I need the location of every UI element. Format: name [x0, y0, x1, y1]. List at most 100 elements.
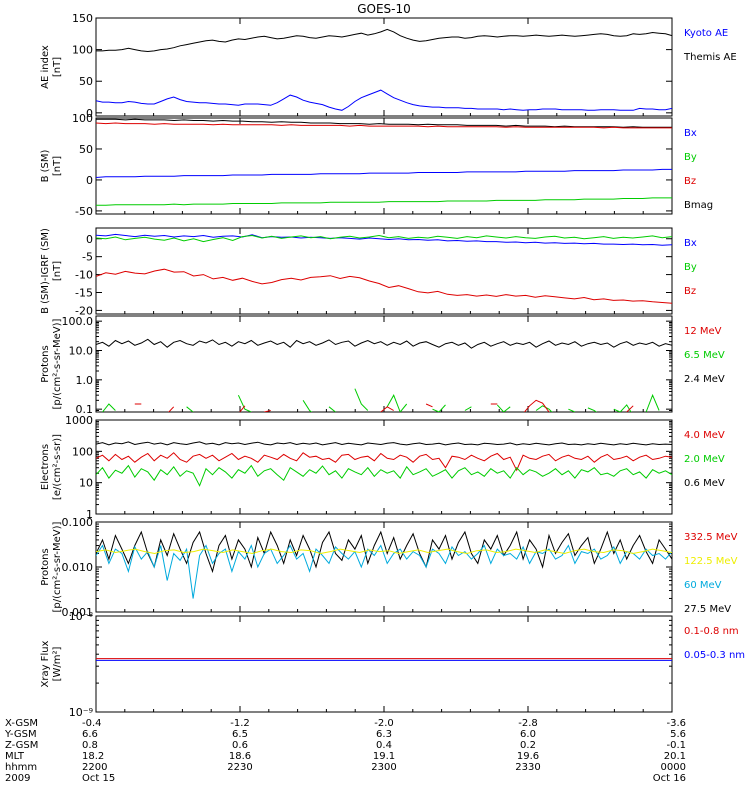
y-axis-label: AE index: [40, 45, 51, 89]
panel-protons_low: 0.1 1.0 10.0 100.0 Protons [p/(cm²-s-sr-MeV)]…: [40, 315, 725, 416]
y-axis-label: Protons: [40, 345, 51, 382]
series-line-electrons-0: [96, 441, 672, 446]
y-tick-label: 0.100: [62, 516, 94, 529]
time-row-value: 0000: [661, 762, 686, 773]
y-axis-label: [e/(cm²-s-sr)]: [52, 434, 63, 500]
panel-frame: [95, 615, 673, 713]
time-row-value: 6.3: [376, 729, 392, 740]
y-axis-label: [W/m²]: [52, 646, 63, 681]
y-axis-label: [nT]: [52, 261, 63, 281]
legend-entry: 0.1-0.8 nm: [684, 626, 739, 637]
legend-entry: 4.0 MeV: [684, 430, 725, 441]
legend-entry: 60 MeV: [684, 580, 722, 591]
time-row-value: 19.6: [517, 751, 539, 762]
time-row-value: 2200: [82, 762, 107, 773]
time-row-value: -1.2: [230, 718, 250, 729]
time-row-value: 2230: [227, 762, 252, 773]
y-tick-label: 10⁻⁹: [69, 706, 93, 719]
y-tick-label: 10⁻⁸: [69, 610, 94, 623]
series-group: [96, 338, 672, 412]
series-line-bsm-1: [96, 122, 672, 129]
y-axis-label: [nT]: [52, 156, 63, 176]
time-row-label: Y-GSM: [4, 729, 37, 740]
series-group: [96, 28, 672, 111]
y-axis-label: Xray Flux: [40, 640, 51, 687]
panel-bigrf: 0 -5 -10 -15 -20 B (SM)-IGRF (SM) [nT] Bx By Bz: [40, 227, 697, 317]
y-tick-label: -15: [75, 287, 93, 300]
time-row-value: -3.6: [666, 718, 686, 729]
y-tick-label: 0: [86, 107, 93, 120]
y-axis-label: [p/(cm²-s-sr-MeV)]: [52, 521, 63, 612]
time-row-value: -2.0: [374, 718, 394, 729]
time-row-value: 0.4: [376, 740, 392, 751]
time-row-value: 0.2: [520, 740, 536, 751]
y-tick-label: 0.010: [62, 561, 94, 574]
legend-entry: 6.5 MeV: [684, 350, 725, 361]
legend-entry: 2.4 MeV: [684, 374, 725, 385]
time-row-label: hhmm: [5, 762, 37, 773]
legend-entry: 27.5 MeV: [684, 604, 731, 615]
y-tick-label: 10: [79, 477, 93, 490]
y-axis-label: B (SM)-IGRF (SM): [40, 228, 51, 314]
time-row-value: 6.5: [232, 729, 248, 740]
legend-entry: 2.0 MeV: [684, 454, 725, 465]
y-tick-label: 10.0: [69, 344, 94, 357]
series-line-electrons-2: [96, 464, 672, 487]
time-row-value: 6.0: [520, 729, 536, 740]
series-line-bsm-0: [96, 118, 672, 128]
time-row-label: 2009: [5, 773, 30, 784]
legend-entry: 122.5 MeV: [684, 556, 738, 567]
chart-title: GOES-10: [357, 2, 411, 16]
legend-entry: 332.5 MeV: [684, 532, 738, 543]
series-line-electrons-1: [96, 452, 672, 472]
legend-entry: Bz: [684, 176, 696, 187]
series-line-bigrf-2: [96, 268, 672, 304]
time-row-value: 19.1: [373, 751, 395, 762]
y-tick-label: 0: [86, 233, 93, 246]
panel-frame: [95, 419, 673, 515]
series-line-bigrf-0: [96, 233, 672, 246]
time-row-value: -0.4: [82, 718, 102, 729]
legend-entry: 12 MeV: [684, 326, 722, 337]
time-row-label: MLT: [5, 751, 25, 762]
y-axis-label: Electrons: [40, 444, 51, 490]
time-row-value: 2300: [371, 762, 396, 773]
panel-xray: 10⁻⁹ 10⁻⁸ Xray Flux [W/m²] 0.1-0.8 nm 0.05-0.…: [40, 610, 745, 719]
y-tick-label: 100: [72, 112, 93, 125]
y-axis-label: [p/(cm²-s-sr-MeV)]: [52, 318, 63, 409]
y-tick-label: 50: [79, 143, 93, 156]
panel-electrons: 1 10 100 1000 Electrons [e/(cm²-s-sr)] 4.0 MeV…: [40, 414, 725, 521]
legend-entry: 0.6 MeV: [684, 478, 725, 489]
panel-protons_high: 0.001 0.010 0.100 Protons [p/(cm²-s-sr-MeV)]…: [40, 516, 738, 619]
legend-entry: By: [684, 152, 697, 163]
series-line-protons_high-0: [96, 530, 672, 574]
time-row-value: 18.6: [229, 751, 251, 762]
series-line-protons_high-1: [96, 544, 672, 599]
time-row-label: Z-GSM: [5, 740, 38, 751]
legend-entry: Bmag: [684, 200, 713, 211]
legend-entry: Bz: [684, 286, 696, 297]
y-tick-label: 100: [72, 445, 93, 458]
series-group: [96, 530, 672, 599]
legend-entry: Themis AE: [683, 52, 737, 63]
time-row-value: 18.2: [82, 751, 104, 762]
time-row-value: 2330: [515, 762, 540, 773]
time-row-value: 6.6: [82, 729, 98, 740]
legend-entry: Kyoto AE: [684, 28, 728, 39]
time-row-value: 5.6: [670, 729, 686, 740]
series-line-protons_low-2: [134, 399, 634, 412]
y-tick-label: -5: [82, 251, 93, 264]
series-line-bigrf-1: [96, 234, 672, 243]
time-row-value: -0.1: [666, 740, 686, 751]
y-tick-label: 50: [79, 75, 93, 88]
legend-entry: By: [684, 262, 697, 273]
series-group: [96, 658, 672, 661]
panel-frame: [95, 315, 673, 413]
y-tick-label: 1000: [65, 414, 93, 427]
y-tick-label: 0.001: [62, 606, 94, 619]
series-line-ae-0: [96, 28, 672, 53]
time-axis-table: X-GSM -0.4 -1.2 -2.0 -2.8 -3.6 Y-GSM 6.6 6.5 6.3 6…: [4, 718, 686, 784]
series-line-ae-1: [96, 89, 672, 111]
y-tick-label: 100.0: [62, 315, 94, 328]
